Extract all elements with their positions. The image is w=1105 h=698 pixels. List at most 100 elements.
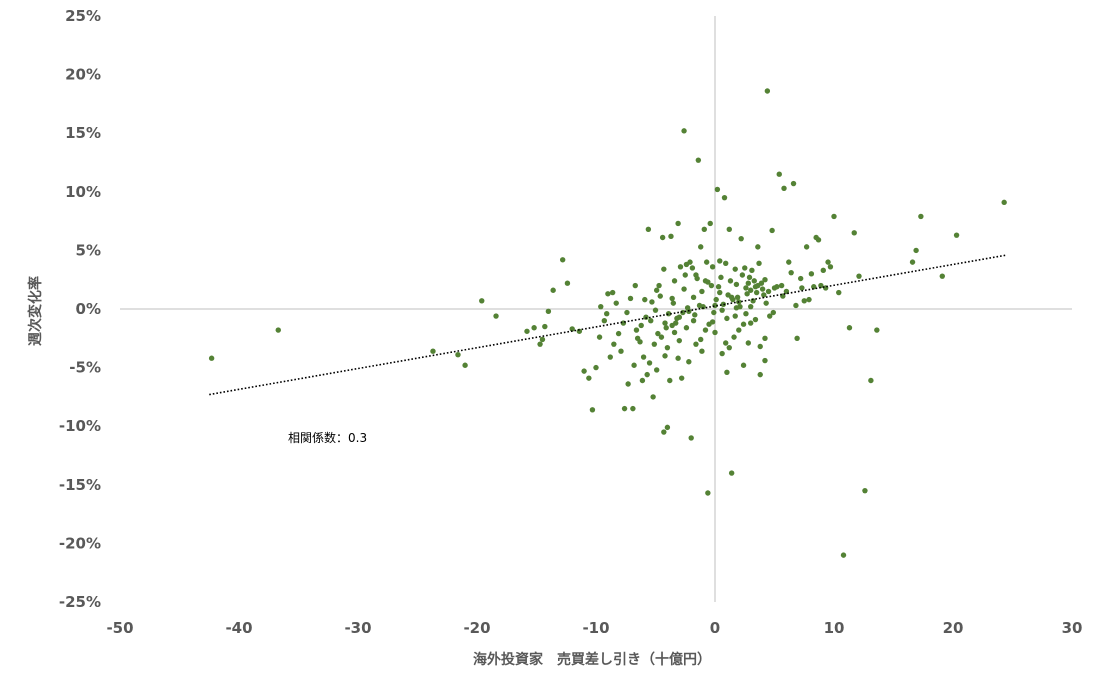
scatter-point <box>632 282 638 289</box>
scatter-point <box>762 335 768 341</box>
scatter-point <box>663 325 669 331</box>
scatter-point <box>745 280 752 286</box>
scatter-point <box>638 322 644 329</box>
scatter-point <box>748 320 754 326</box>
x-tick-label: 0 <box>710 619 720 637</box>
scatter-point <box>671 278 678 284</box>
scatter-point <box>721 194 728 201</box>
scatter-point <box>740 362 747 368</box>
scatter-point <box>836 289 842 296</box>
x-tick-label: -40 <box>225 619 252 637</box>
scatter-point <box>670 300 677 306</box>
scatter-point <box>673 320 679 326</box>
scatter-point <box>851 230 857 236</box>
scatter-point <box>698 244 704 250</box>
scatter-point <box>815 237 822 243</box>
scatter-point <box>720 301 727 308</box>
scatter-point <box>953 232 960 238</box>
scatter-point <box>652 307 659 313</box>
scatter-point <box>818 282 824 289</box>
scatter-point <box>709 319 716 325</box>
scatter-point <box>797 275 804 282</box>
scatter-point <box>759 286 766 292</box>
scatter-point <box>1001 199 1007 206</box>
scatter-point <box>627 295 634 302</box>
scatter-point <box>728 294 735 300</box>
scatter-point <box>868 377 874 384</box>
scatter-point <box>733 305 740 311</box>
scatter-point <box>678 375 685 381</box>
scatter-point <box>462 362 468 368</box>
scatter-point <box>744 291 750 297</box>
scatter-point <box>776 171 782 177</box>
scatter-point <box>669 295 675 302</box>
scatter-point <box>589 407 596 413</box>
scatter-point <box>537 341 543 347</box>
scatter-point <box>774 284 780 290</box>
scatter-point <box>731 334 737 340</box>
scatter-point <box>786 259 792 265</box>
scatter-point <box>790 180 797 187</box>
scatter-point <box>667 377 673 384</box>
y-tick-label: -20% <box>59 534 101 552</box>
scatter-point <box>820 267 826 274</box>
x-tick-label: 10 <box>824 619 845 637</box>
scatter-point <box>662 353 668 359</box>
scatter-point <box>808 271 815 277</box>
scatter-point <box>724 369 730 375</box>
scatter-point <box>688 435 694 441</box>
scatter-point <box>682 272 688 278</box>
scatter-point <box>757 343 763 350</box>
scatter-points <box>208 88 1007 558</box>
scatter-point <box>702 278 709 284</box>
scatter-point <box>693 341 699 347</box>
scatter-point <box>693 272 699 278</box>
scatter-point <box>743 310 749 317</box>
scatter-point <box>712 329 718 336</box>
scatter-point <box>753 289 760 296</box>
scatter-point <box>749 267 755 274</box>
scatter-point <box>689 265 696 271</box>
scatter-point <box>539 336 546 343</box>
scatter-point <box>681 286 687 292</box>
scatter-point <box>742 265 748 271</box>
scatter-point <box>825 259 831 265</box>
scatter-point <box>671 329 678 336</box>
scatter-point <box>607 354 613 360</box>
scatter-point <box>719 350 725 357</box>
scatter-point <box>767 313 773 319</box>
scatter-point <box>621 405 628 412</box>
scatter-point <box>631 362 637 368</box>
y-tick-label: -5% <box>69 359 101 377</box>
scatter-point <box>803 244 810 250</box>
scatter-point <box>778 282 785 289</box>
scatter-point <box>756 260 762 266</box>
scatter-point <box>755 282 761 289</box>
scatter-point <box>743 285 749 291</box>
scatter-point <box>644 371 650 378</box>
scatter-point <box>653 287 660 293</box>
scatter-point <box>827 264 834 270</box>
scatter-point <box>856 273 862 279</box>
scatter-point <box>611 341 617 347</box>
scatter-point <box>661 266 667 272</box>
scatter-point <box>806 296 812 303</box>
scatter-point <box>765 288 772 295</box>
y-tick-label: -25% <box>59 593 101 611</box>
scatter-point <box>811 284 817 290</box>
correlation-annotation: 相関係数：0.3 <box>288 430 367 445</box>
scatter-point <box>723 260 729 266</box>
scatter-point <box>781 185 787 191</box>
scatter-point <box>601 318 608 324</box>
scatter-point <box>596 334 603 340</box>
scatter-point <box>633 327 640 333</box>
scatter-point <box>684 305 691 311</box>
scatter-point <box>732 266 738 272</box>
scatter-point <box>719 307 725 313</box>
y-tick-label: 10% <box>65 183 101 201</box>
scatter-point <box>531 325 537 331</box>
scatter-point <box>676 314 682 320</box>
scatter-point <box>675 355 681 361</box>
scatter-point <box>681 128 687 134</box>
